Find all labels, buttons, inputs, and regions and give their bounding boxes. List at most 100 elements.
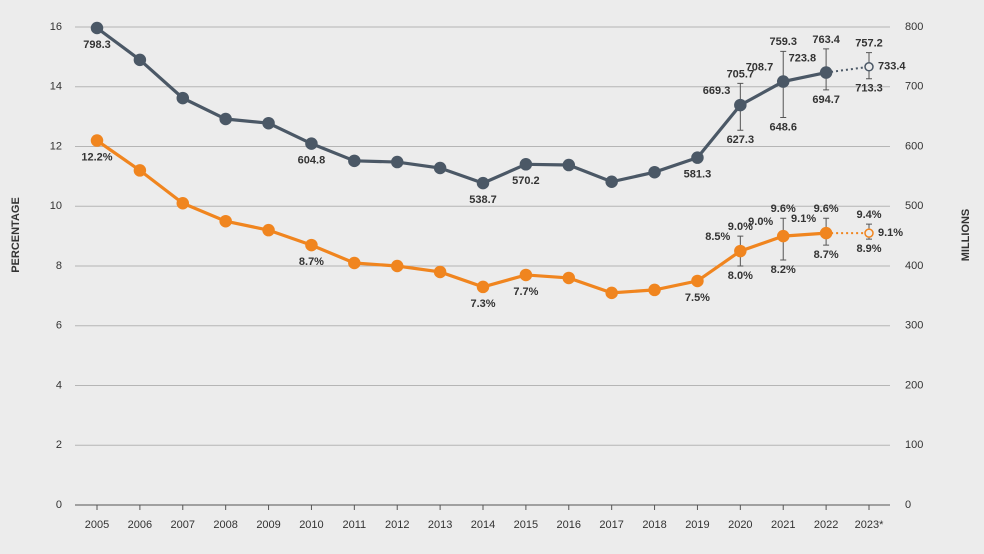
data-label: 538.7 [469,194,497,206]
x-tick-label: 2008 [213,519,237,531]
data-label: 723.8 [789,52,817,64]
y2-tick-label: 700 [905,81,923,93]
y-tick-label: 6 [56,320,62,332]
data-point [348,256,361,270]
data-point [176,91,190,105]
error-lower-label: 694.7 [812,94,840,106]
error-lower-label: 8.2% [771,264,796,276]
data-point [433,265,447,279]
x-tick-label: 2023* [855,519,884,531]
data-point [864,62,874,72]
error-lower-label: 627.3 [727,134,755,146]
data-label: 7.5% [685,292,710,304]
y-tick-label: 2 [56,439,62,451]
series-line [825,65,870,74]
data-label: 604.8 [298,155,326,167]
data-point [476,176,490,190]
y-axis-title: PERCENTAGE [10,197,22,273]
data-label: 12.2% [81,151,112,163]
data-point [519,158,533,171]
y-tick-label: 8 [56,260,62,272]
y2-tick-label: 800 [905,21,923,33]
error-upper-label: 9.6% [771,203,796,215]
x-tick-label: 2014 [471,519,495,531]
series-line [96,26,827,185]
data-point [476,280,490,294]
data-point [133,53,147,67]
y-tick-label: 10 [50,200,62,212]
error-upper-label: 763.4 [812,34,840,46]
data-point [90,21,104,35]
data-point [305,238,318,252]
data-label: 708.7 [746,61,774,73]
data-point [390,155,404,169]
x-tick-label: 2010 [299,519,323,531]
data-label: 7.7% [513,286,538,298]
error-upper-label: 705.7 [727,68,755,80]
data-point [734,244,747,258]
data-point [691,151,704,164]
x-tick-label: 2006 [128,519,152,531]
y2-tick-label: 0 [905,499,911,511]
data-point [605,286,618,300]
y2-tick-label: 500 [905,200,923,212]
data-label: 9.1% [878,227,903,239]
data-point [262,223,275,237]
x-tick-label: 2005 [85,519,109,531]
data-label: 8.5% [705,231,730,243]
data-point [605,175,618,189]
error-upper-label: 9.0% [728,221,753,233]
data-point [348,154,361,168]
y-tick-label: 16 [50,21,62,33]
error-upper-label: 757.2 [855,37,883,49]
data-point [133,164,147,177]
error-lower-label: 8.7% [814,249,839,261]
data-label: 7.3% [470,298,495,310]
x-tick-label: 2012 [385,519,409,531]
x-tick-label: 2011 [343,519,367,531]
data-point [262,116,275,130]
x-tick-label: 2018 [642,519,666,531]
data-point [819,66,833,79]
x-tick-label: 2013 [428,519,452,531]
data-point [776,229,790,243]
x-tick-label: 2020 [728,519,752,531]
error-lower-label: 713.3 [855,83,883,95]
data-label: 9.0% [748,216,773,228]
data-point [691,274,704,288]
data-point [648,165,661,179]
y2-tick-label: 400 [905,260,923,272]
data-label: 733.4 [878,61,906,73]
data-point [90,134,104,147]
data-point [864,228,874,238]
data-point [562,271,576,285]
data-point [819,226,833,240]
x-tick-label: 2015 [514,519,538,531]
data-point [776,75,790,88]
x-tick-label: 2019 [685,519,709,531]
series-line [96,139,827,295]
x-tick-label: 2017 [599,519,623,531]
data-point [519,268,533,282]
y2-tick-label: 100 [905,439,923,451]
error-lower-label: 648.6 [769,121,797,133]
data-label: 570.2 [512,175,540,187]
error-lower-label: 8.9% [856,243,881,255]
error-lower-label: 8.0% [728,270,753,282]
y2-tick-label: 300 [905,320,923,332]
data-point [734,98,747,112]
data-point [562,158,576,172]
error-upper-label: 9.4% [856,209,881,221]
data-point [219,112,232,126]
x-tick-label: 2009 [256,519,280,531]
y-tick-label: 14 [50,81,62,93]
x-tick-label: 2021 [771,519,795,531]
data-point [648,283,661,297]
x-tick-label: 2022 [814,519,838,531]
data-point [219,214,232,228]
data-point [433,161,447,175]
data-label: 798.3 [83,39,111,51]
data-point [390,259,404,273]
data-label: 9.1% [791,213,816,225]
